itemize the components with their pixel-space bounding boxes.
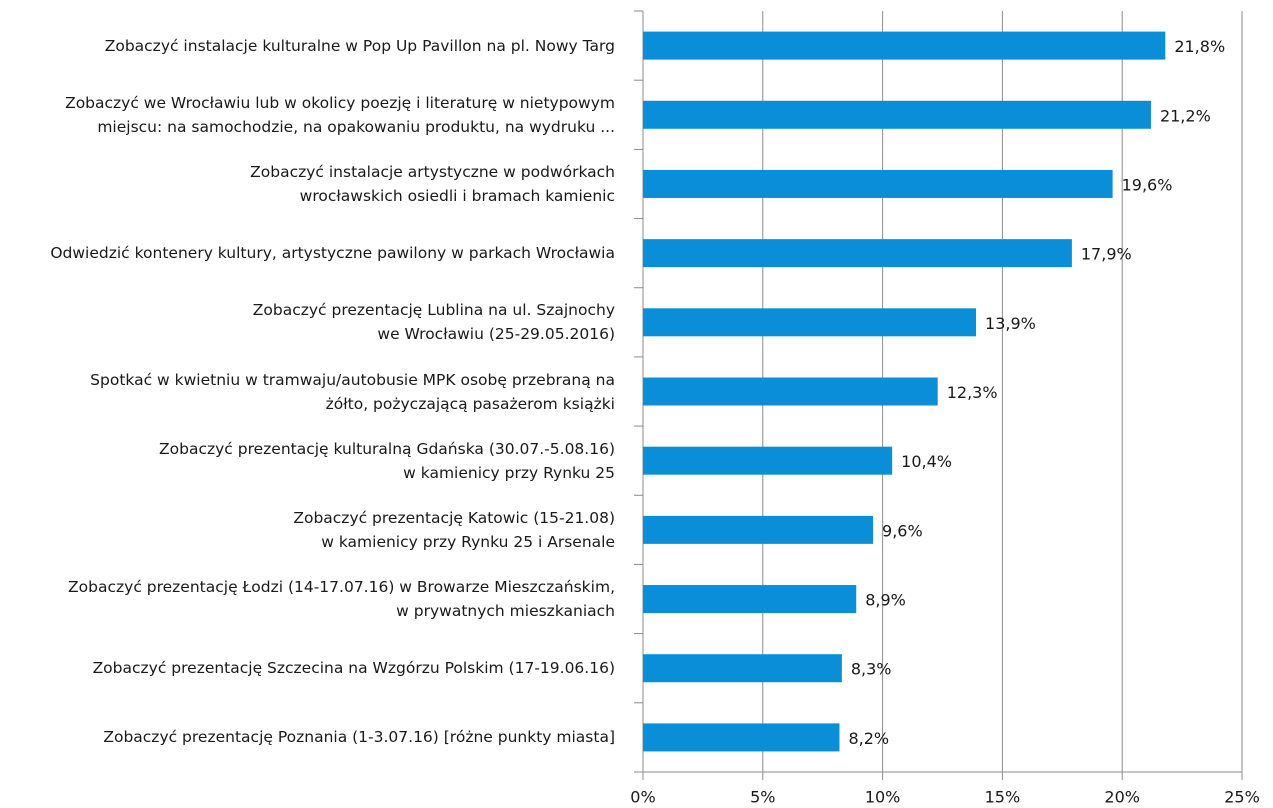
category-label: Zobaczyć instalacje kulturalne w Pop Up …: [104, 36, 615, 55]
category-label: Zobaczyć prezentację Poznania (1-3.07.16…: [103, 728, 615, 747]
value-label: 8,9%: [865, 591, 906, 610]
category-label: Spotkać w kwietniu w tramwaju/autobusie …: [90, 370, 615, 413]
bar: [643, 654, 842, 683]
bar: [643, 239, 1072, 268]
bar: [643, 377, 938, 406]
value-label: 9,6%: [882, 521, 923, 540]
category-label: Zobaczyć prezentację Szczecina na Wzgórz…: [92, 659, 615, 678]
value-label: 12,3%: [947, 383, 998, 402]
value-label: 21,8%: [1174, 37, 1225, 56]
x-tick-label: 5%: [750, 788, 775, 807]
category-label: Zobaczyć prezentację kulturalną Gdańska …: [159, 439, 615, 482]
value-label: 19,6%: [1122, 175, 1173, 194]
bar: [643, 723, 840, 752]
bar: [643, 31, 1166, 60]
x-tick-label: 25%: [1224, 788, 1260, 807]
category-label: Zobaczyć prezentację Katowic (15-21.08) …: [293, 508, 615, 551]
bar: [643, 585, 857, 614]
category-label: Zobaczyć we Wrocławiu lub w okolicy poez…: [65, 93, 615, 136]
value-label: 8,2%: [848, 729, 889, 748]
value-label: 17,9%: [1081, 245, 1132, 264]
category-label: Odwiedzić kontenery kultury, artystyczne…: [50, 244, 615, 263]
bar: [643, 169, 1113, 198]
bar: [643, 446, 893, 475]
category-label: Zobaczyć instalacje artystyczne w podwór…: [250, 162, 615, 205]
x-tick-label: 10%: [865, 788, 901, 807]
value-label: 8,3%: [851, 660, 892, 679]
x-tick-label: 0%: [630, 788, 655, 807]
x-tick-label: 15%: [985, 788, 1021, 807]
bar: [643, 100, 1151, 129]
value-label: 21,2%: [1160, 106, 1211, 125]
value-label: 10,4%: [901, 452, 952, 471]
category-label: Zobaczyć prezentację Lublina na ul. Szaj…: [252, 301, 615, 344]
bar: [643, 308, 977, 337]
value-label: 13,9%: [985, 314, 1036, 333]
x-tick-label: 20%: [1104, 788, 1140, 807]
category-label: Zobaczyć prezentację Łodzi (14-17.07.16)…: [68, 578, 615, 621]
bar: [643, 515, 874, 544]
